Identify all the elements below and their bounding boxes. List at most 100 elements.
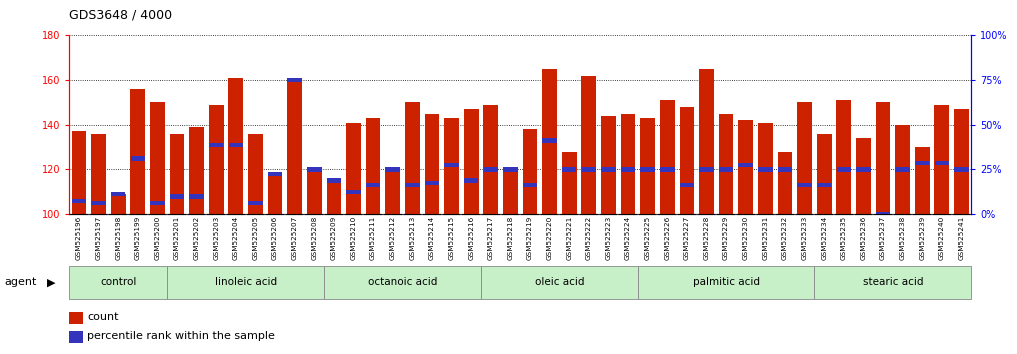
Bar [481, 266, 638, 299]
Bar [130, 156, 145, 160]
Bar [326, 181, 342, 214]
Bar [679, 107, 695, 214]
Bar [69, 312, 83, 324]
Bar [778, 167, 792, 172]
Text: palmitic acid: palmitic acid [693, 277, 760, 287]
Bar [69, 266, 167, 299]
Bar [542, 69, 557, 214]
Bar [660, 100, 674, 214]
Bar [503, 170, 518, 214]
Bar [326, 178, 341, 183]
Bar [267, 172, 283, 176]
Bar [385, 167, 400, 172]
Bar [915, 147, 930, 214]
Bar [208, 143, 224, 147]
Bar [523, 129, 537, 214]
Bar [425, 181, 439, 185]
Bar [561, 152, 577, 214]
Bar [424, 114, 439, 214]
Bar [719, 167, 733, 172]
Bar [582, 76, 596, 214]
Bar [876, 102, 890, 214]
Text: octanoic acid: octanoic acid [368, 277, 437, 287]
Text: ▶: ▶ [47, 277, 55, 287]
Bar [700, 167, 714, 172]
Text: percentile rank within the sample: percentile rank within the sample [87, 331, 276, 341]
Bar [111, 194, 125, 214]
Bar [167, 266, 324, 299]
Bar [503, 167, 518, 172]
Text: stearic acid: stearic acid [862, 277, 923, 287]
Bar [660, 167, 674, 172]
Bar [876, 212, 890, 216]
Bar [111, 192, 125, 196]
Bar [620, 167, 636, 172]
Text: oleic acid: oleic acid [535, 277, 584, 287]
Bar [954, 167, 968, 172]
Bar [954, 109, 969, 214]
Bar [307, 170, 321, 214]
Bar [641, 167, 655, 172]
Bar [562, 167, 577, 172]
Bar [856, 138, 871, 214]
Text: agent: agent [4, 277, 37, 287]
Bar [229, 143, 243, 147]
Bar [92, 134, 106, 214]
Bar [817, 134, 832, 214]
Bar [915, 161, 930, 165]
Bar [151, 102, 165, 214]
Bar [170, 194, 184, 199]
Bar [267, 174, 283, 214]
Bar [248, 134, 262, 214]
Bar [72, 199, 86, 203]
Bar [758, 122, 773, 214]
Bar [324, 266, 481, 299]
Bar [405, 183, 420, 187]
Bar [836, 100, 851, 214]
Bar [464, 109, 479, 214]
Bar [620, 114, 636, 214]
Bar [797, 102, 812, 214]
Bar [738, 163, 753, 167]
Bar [895, 125, 910, 214]
Bar [71, 131, 86, 214]
Bar [935, 161, 949, 165]
Bar [92, 201, 106, 205]
Bar [483, 105, 498, 214]
Bar [151, 201, 165, 205]
Bar [130, 89, 145, 214]
Bar [815, 266, 971, 299]
Bar [641, 118, 655, 214]
Bar [679, 183, 695, 187]
Bar [797, 183, 812, 187]
Bar [483, 167, 498, 172]
Text: linoleic acid: linoleic acid [215, 277, 277, 287]
Bar [307, 167, 321, 172]
Bar [856, 167, 871, 172]
Text: count: count [87, 312, 119, 322]
Bar [248, 201, 262, 205]
Bar [464, 178, 478, 183]
Bar [582, 167, 596, 172]
Bar [366, 183, 380, 187]
Bar [601, 167, 615, 172]
Bar [837, 167, 851, 172]
Bar [189, 194, 203, 199]
Bar [542, 138, 557, 143]
Bar [601, 116, 616, 214]
Bar [444, 163, 459, 167]
Bar [719, 114, 733, 214]
Bar [817, 183, 832, 187]
Text: control: control [100, 277, 136, 287]
Bar [935, 105, 949, 214]
Bar [170, 134, 184, 214]
Bar [366, 118, 380, 214]
Bar [69, 331, 83, 343]
Bar [895, 167, 910, 172]
Bar [288, 78, 302, 82]
Bar [288, 80, 302, 214]
Bar [229, 78, 243, 214]
Bar [638, 266, 815, 299]
Bar [208, 105, 224, 214]
Bar [523, 183, 537, 187]
